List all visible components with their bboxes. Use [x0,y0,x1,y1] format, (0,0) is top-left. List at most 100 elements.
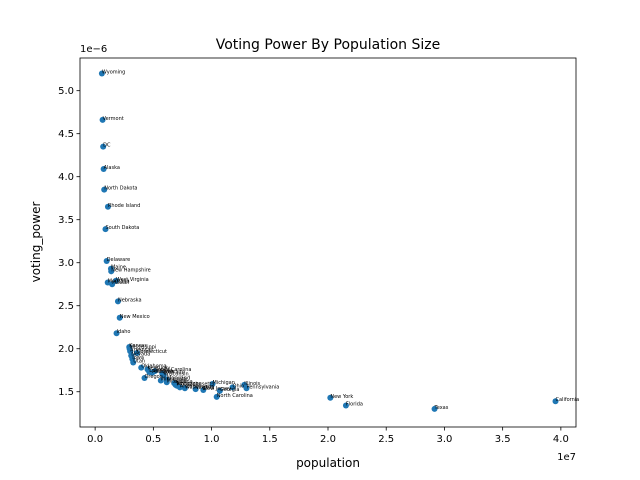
point-label: Virginia [196,385,215,391]
point-label: Vermont [103,116,124,122]
point-label: DC [103,143,111,149]
data-point [114,298,121,305]
data-point [101,186,108,193]
point-label: California [556,397,580,403]
point-label: Texas [434,405,449,411]
point-label: Michigan [212,380,234,386]
point-label: Idaho [117,329,131,335]
data-point [108,268,115,275]
y-axis-label: voting_power [29,202,43,283]
data-point [157,377,164,384]
x-tick-label: 2.0 [320,434,336,445]
x-tick-label: 0.5 [145,434,161,445]
data-point [103,257,110,264]
point-label: Utah [133,358,145,364]
data-point [176,384,183,391]
data-point [342,402,349,409]
chart-title: Voting Power By Population Size [216,37,441,53]
point-labels-layer: Wyoming Vermont DC Alaska North Dakota Rhode … [102,69,579,410]
data-point [181,385,188,392]
data-point [104,203,111,210]
data-point [109,281,116,288]
y-tick-label: 3.5 [58,215,74,226]
x-ticks: 0.0 0.5 1.0 1.5 2.0 2.5 3.0 3.5 4.0 [87,427,569,445]
data-point [130,359,137,366]
point-label: Ohio [233,383,245,389]
y-tick-label: 2.0 [58,344,74,355]
x-tick-label: 4.0 [553,434,569,445]
data-point [141,374,148,381]
point-label: New Hampshire [111,267,151,273]
x-tick-label: 2.5 [378,434,394,445]
data-point [209,380,216,387]
point-label: Oklahoma [141,364,166,370]
point-label: Alabama [152,369,174,375]
point-label: Tennessee [175,381,202,387]
point-label: Iowa [132,355,144,361]
point-label: Arizona [180,383,199,389]
point-label: Nevada [131,352,150,358]
point-label: Arkansas [130,347,153,353]
data-point [98,70,105,77]
point-label: Wisconsin [164,371,189,377]
point-label: Rhode Island [108,203,140,209]
x-tick-label: 3.5 [495,434,511,445]
point-label: Alaska [104,165,120,171]
point-label: Massachusetts [177,382,214,388]
plot-area: Wyoming Vermont DC Alaska North Dakota Rhode … [58,57,579,445]
point-label: Georgia [220,387,240,393]
y-offset-label: 1e−6 [80,44,107,55]
point-label: South Carolina [155,367,192,373]
data-point [327,394,334,401]
y-tick-label: 4.0 [58,172,74,183]
x-tick-label: 3.0 [436,434,452,445]
y-tick-label: 2.5 [58,301,74,312]
point-label: Maryland [167,376,190,382]
point-label: Wyoming [102,69,125,75]
point-label: Washington [185,384,214,390]
x-axis-label: population [296,456,360,470]
data-point [100,165,107,172]
x-tick-label: 0.0 [87,434,103,445]
data-point [160,372,167,379]
point-label: Nebraska [118,297,142,303]
point-label: Minnesota [161,377,187,383]
point-label: Oregon [145,374,163,380]
data-point [552,398,559,405]
x-tick-label: 1.0 [204,434,220,445]
data-point [192,386,199,393]
point-label: Missouri [167,378,188,384]
data-point [213,393,220,400]
y-tick-label: 5.0 [58,86,74,97]
point-label: Florida [346,401,363,407]
point-label: Delaware [107,257,131,263]
point-label: Illinois [244,381,260,387]
data-point [138,364,145,371]
data-point [431,405,438,412]
data-point [243,385,250,392]
data-point [134,350,141,357]
y-ticks: 1.5 2.0 2.5 3.0 3.5 4.0 4.5 5.0 [58,86,80,398]
point-label: West Virginia [116,277,149,283]
point-label: Indiana [174,379,193,385]
y-tick-label: 4.5 [58,129,74,140]
point-label: North Carolina [217,393,253,399]
point-label: Hawaii [112,280,129,286]
data-point [116,314,123,321]
data-point [112,277,119,284]
data-point [229,384,236,391]
data-point [149,369,156,376]
point-label: Kansas [129,343,147,349]
data-point [100,143,107,150]
point-label: Maine [111,265,126,271]
point-label: Connecticut [137,349,167,355]
x-tick-label: 1.5 [262,434,278,445]
point-label: Pennsylvania [246,384,279,390]
data-point [200,387,207,394]
point-label: Montana [108,278,130,284]
point-label: North Dakota [104,186,137,192]
point-label: Mississippi [130,345,157,351]
data-point [102,226,109,233]
data-point [99,116,106,123]
